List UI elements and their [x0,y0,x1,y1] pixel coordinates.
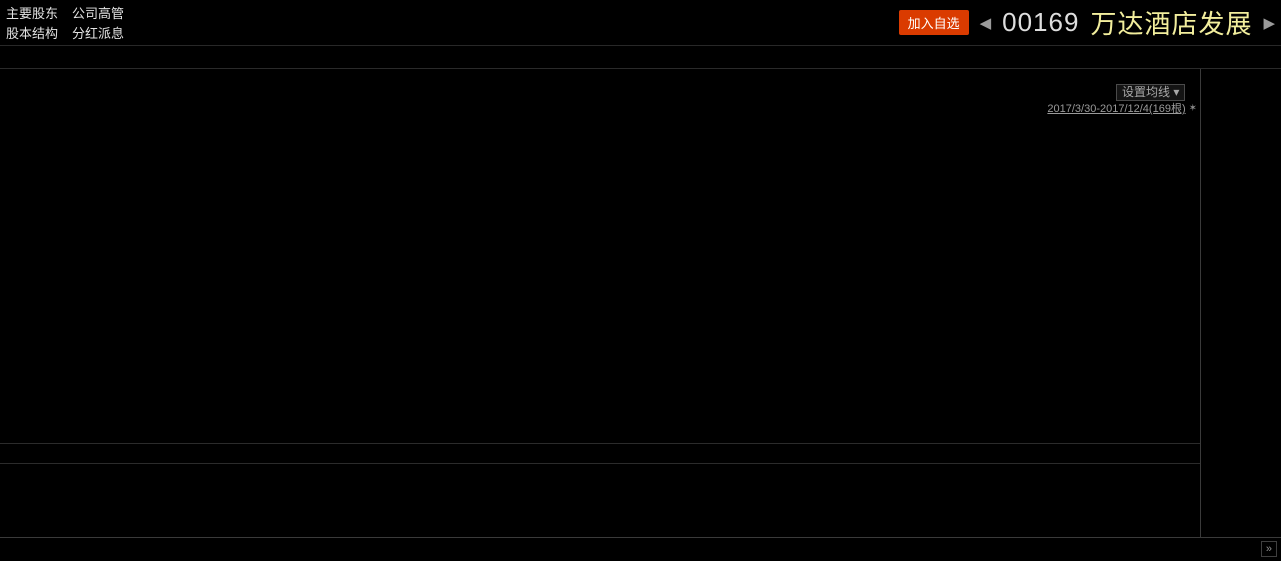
axis-more-button[interactable]: » [1260,541,1277,557]
ma-settings-label: 设置均线 [1122,85,1171,99]
stock-code: 00169 [1002,7,1080,37]
stock-name: 万达酒店发展 [1090,9,1253,39]
prev-stock-arrow-icon[interactable]: ◀ [979,14,992,32]
period-toolbar [0,46,1281,69]
top-bar: 主要股东 公司高管 股本结构 分红派息 加入自选 ◀ 00169 万达酒店发展 ▶ [0,0,1281,46]
menu-item-主要股东[interactable]: 主要股东 [6,6,59,21]
time-axis: » [0,537,1281,561]
header-right: 加入自选 ◀ 00169 万达酒店发展 ▶ [898,0,1275,45]
price-axis-panel [1200,68,1281,537]
menu-item-分红派息[interactable]: 分红派息 [72,26,125,41]
next-stock-arrow-icon[interactable]: ▶ [1263,14,1275,32]
menu-item-股本结构[interactable]: 股本结构 [6,26,59,41]
add-to-watchlist-button[interactable]: 加入自选 [898,10,969,35]
chevron-down-icon: ▾ [1173,85,1180,99]
menu-item-公司高管[interactable]: 公司高管 [72,6,125,21]
date-range-link[interactable]: 2017/3/30-2017/12/4(169根) [1047,103,1186,115]
pin-icon[interactable]: ✶ [1188,102,1197,114]
date-range-row: 2017/3/30-2017/12/4(169根) ✶ [1047,100,1197,116]
volume-indicator-readout [0,443,1200,464]
ma-settings-button[interactable]: 设置均线 ▾ [1116,84,1186,101]
stock-info-menu: 主要股东 公司高管 股本结构 分红派息 [6,4,124,44]
main-chart[interactable] [0,68,1200,537]
